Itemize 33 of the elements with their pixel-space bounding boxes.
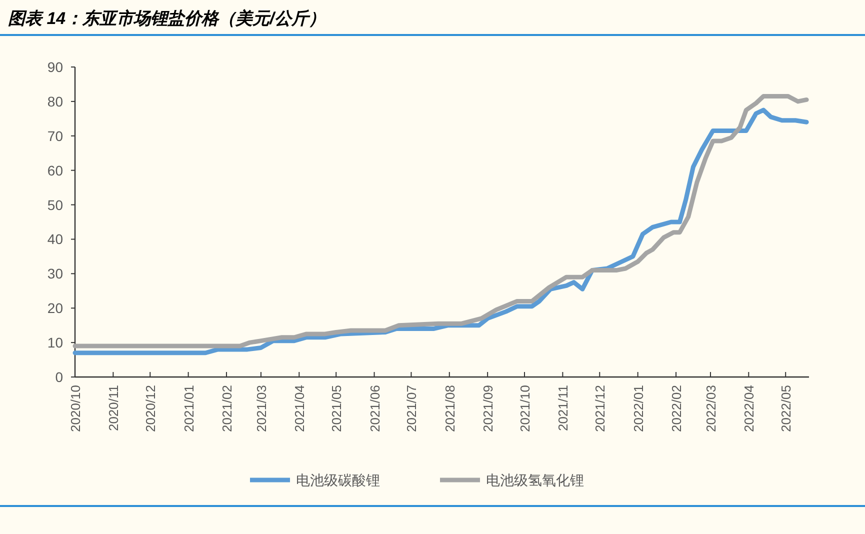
x-tick-label: 2021/04 <box>292 385 308 432</box>
x-tick-label: 2022/03 <box>703 385 718 432</box>
x-tick-label: 2021/09 <box>480 385 496 432</box>
x-tick-label: 2021/02 <box>219 385 234 432</box>
x-tick-label: 2021/05 <box>329 385 344 432</box>
x-tick-label: 2022/02 <box>668 385 684 432</box>
x-tick-label: 2021/11 <box>556 385 571 432</box>
y-tick-label: 30 <box>47 266 64 282</box>
y-tick-label: 20 <box>47 300 64 316</box>
x-tick-label: 2020/10 <box>68 385 83 432</box>
x-tick-label: 2022/05 <box>778 385 794 432</box>
x-tick-label: 2021/08 <box>442 385 458 432</box>
x-tick-label: 2021/03 <box>254 385 269 432</box>
x-tick-label: 2022/01 <box>630 385 646 432</box>
legend-label: 电池级氢氧化锂 <box>486 472 584 488</box>
x-tick-label: 2022/04 <box>742 385 757 432</box>
y-tick-label: 40 <box>47 231 64 248</box>
legend-label: 电池级碳酸锂 <box>296 472 380 488</box>
y-tick-label: 60 <box>47 162 64 178</box>
y-tick-label: 0 <box>55 369 64 385</box>
x-tick-label: 2021/12 <box>592 385 608 432</box>
x-tick-label: 2021/07 <box>404 385 420 432</box>
x-tick-label: 2020/11 <box>106 385 122 432</box>
x-tick-label: 2021/06 <box>367 385 382 432</box>
y-tick-label: 10 <box>47 334 64 351</box>
y-tick-label: 50 <box>47 196 64 213</box>
x-tick-label: 2020/12 <box>143 385 158 432</box>
chart-title: 图表 14：东亚市场锂盐价格（美元/公斤） <box>8 8 326 28</box>
x-tick-label: 2021/10 <box>518 385 533 432</box>
y-tick-label: 90 <box>47 59 64 75</box>
y-tick-label: 80 <box>47 93 64 110</box>
y-tick-label: 70 <box>47 128 64 144</box>
x-tick-label: 2021/01 <box>181 385 196 432</box>
